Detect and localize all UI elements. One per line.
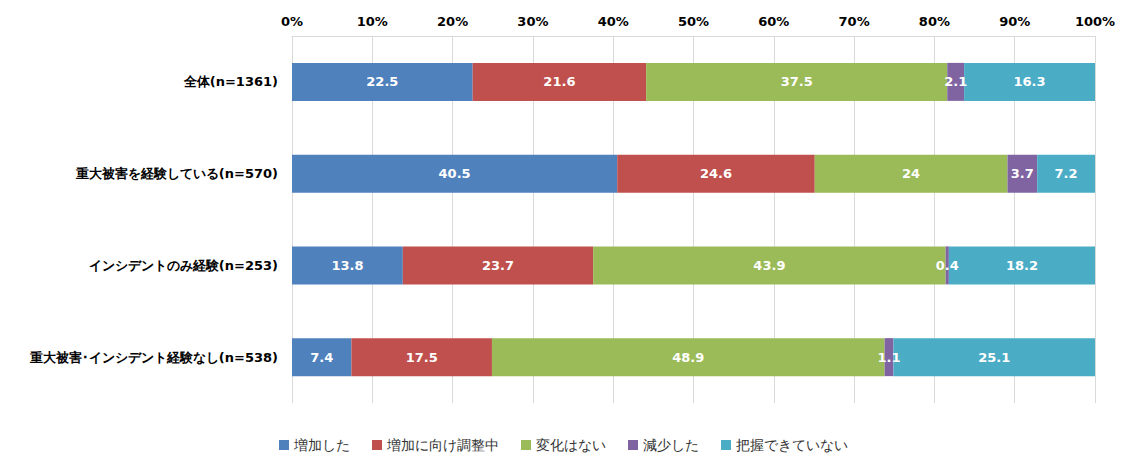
svg-text:25.1: 25.1 (978, 350, 1010, 365)
svg-text:インシデントのみ経験(n=253): インシデントのみ経験(n=253) (89, 258, 278, 273)
svg-text:21.6: 21.6 (543, 74, 575, 89)
svg-text:3.7: 3.7 (1011, 166, 1034, 181)
svg-text:7.4: 7.4 (310, 350, 333, 365)
svg-text:80%: 80% (919, 14, 950, 29)
svg-text:24.6: 24.6 (700, 166, 732, 181)
svg-text:0.4: 0.4 (936, 258, 959, 273)
svg-text:増加に向け調整中: 増加に向け調整中 (386, 437, 499, 453)
svg-text:18.2: 18.2 (1006, 258, 1038, 273)
svg-text:1.1: 1.1 (878, 350, 901, 365)
svg-text:70%: 70% (839, 14, 870, 29)
svg-text:40.5: 40.5 (439, 166, 471, 181)
svg-text:20%: 20% (437, 14, 468, 29)
svg-text:48.9: 48.9 (672, 350, 704, 365)
svg-text:40%: 40% (598, 14, 629, 29)
svg-text:10%: 10% (357, 14, 388, 29)
svg-text:変化はない: 変化はない (536, 437, 606, 453)
svg-text:2.1: 2.1 (944, 74, 967, 89)
svg-text:50%: 50% (678, 14, 709, 29)
svg-text:重大被害･インシデント経験なし(n=538): 重大被害･インシデント経験なし(n=538) (29, 350, 278, 365)
svg-text:22.5: 22.5 (366, 74, 398, 89)
svg-text:43.9: 43.9 (753, 258, 785, 273)
svg-text:減少した: 減少した (643, 437, 699, 453)
svg-text:7.2: 7.2 (1055, 166, 1078, 181)
svg-text:0%: 0% (281, 14, 303, 29)
svg-text:増加した: 増加した (293, 437, 350, 453)
svg-text:24: 24 (902, 166, 920, 181)
svg-text:30%: 30% (517, 14, 548, 29)
svg-text:全体(n=1361): 全体(n=1361) (183, 74, 278, 89)
svg-text:23.7: 23.7 (482, 258, 514, 273)
svg-text:13.8: 13.8 (331, 258, 363, 273)
svg-text:重大被害を経験している(n=570): 重大被害を経験している(n=570) (75, 166, 278, 181)
svg-text:17.5: 17.5 (406, 350, 438, 365)
svg-text:16.3: 16.3 (1014, 74, 1046, 89)
svg-text:60%: 60% (758, 14, 789, 29)
svg-text:把握できていない: 把握できていない (736, 437, 848, 453)
svg-text:37.5: 37.5 (781, 74, 813, 89)
svg-text:90%: 90% (999, 14, 1030, 29)
svg-text:100%: 100% (1075, 14, 1115, 29)
